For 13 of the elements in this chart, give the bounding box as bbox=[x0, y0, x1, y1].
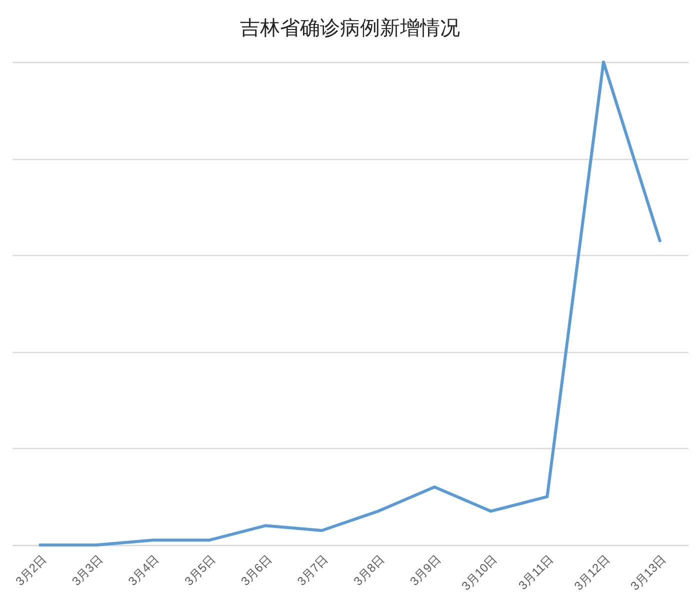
x-tick-label: 3月3日 bbox=[69, 552, 106, 588]
x-tick-label: 3月6日 bbox=[238, 552, 274, 588]
x-tick-label: 3月11日 bbox=[516, 552, 556, 592]
x-tick-label: 3月8日 bbox=[350, 552, 388, 588]
x-tick-label: 3月13日 bbox=[628, 552, 669, 594]
x-tick-label: 3月10日 bbox=[458, 552, 500, 594]
x-tick-label: 3月5日 bbox=[182, 552, 218, 588]
x-tick-label: 3月9日 bbox=[407, 552, 444, 588]
x-tick-label: 3月7日 bbox=[294, 552, 331, 588]
x-tick-label: 3月12日 bbox=[571, 552, 612, 594]
x-tick-label: 3月2日 bbox=[12, 552, 50, 588]
chart-title: 吉林省确诊病例新增情况 bbox=[240, 18, 460, 40]
x-tick-label: 3月4日 bbox=[126, 552, 162, 588]
